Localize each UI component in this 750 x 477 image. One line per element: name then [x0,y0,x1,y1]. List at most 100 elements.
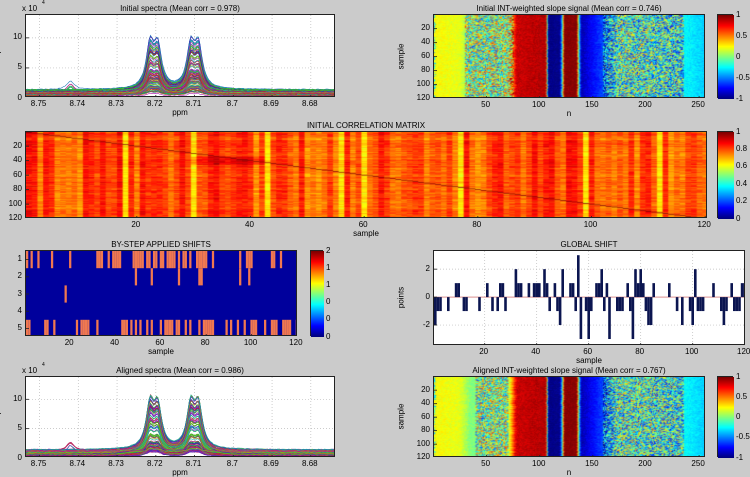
shift-cell [121,319,124,335]
spectrum-line [26,50,334,93]
shift-bar [590,297,593,312]
shift-cell [37,251,40,269]
shift-cell [175,319,178,335]
shift-cell [166,319,169,335]
shift-cell [202,251,206,269]
shift-cell [177,319,181,335]
x-tick-label: 20 [479,347,489,356]
colorbar-tick-label: -0.5 [736,432,750,442]
y-tick-label: 0 [425,291,430,301]
spectra-axes [25,376,335,457]
shift-bar [558,297,562,326]
spectrum-line [26,89,334,95]
y-tick-label: 100 [416,79,430,89]
x-tick-label: 60 [583,347,593,356]
x-tick-label: 8.69 [263,459,279,468]
x-tick-label: 8.71 [185,99,202,108]
colorbar [310,250,324,337]
shift-bar [514,269,518,298]
x-tick-label: 60 [155,338,165,347]
y-tick-label: 5 [17,423,22,433]
colorbar-tick-label: 1 [736,371,741,381]
y-exponent-label: x 10 [22,4,38,13]
shift-bar [668,283,671,298]
heatmap-axes [433,14,705,98]
y-tick-label: 20 [13,140,22,150]
shift-cell [46,319,49,335]
shift-bar [701,297,705,312]
colorbar-tick-label: 0 [326,297,331,307]
plot-title: GLOBAL SHIFT [560,240,618,249]
y-exponent-power: 4 [42,0,45,6]
x-tick-label: 50 [481,100,491,109]
tick-marks [26,259,252,335]
shift-cell [159,319,162,335]
x-tick-label: 20 [64,338,74,347]
x-axis-label: sample [576,356,602,365]
x-tick-label: 8.73 [108,99,124,108]
y-tick-label: 40 [13,155,22,165]
plot-area [26,15,334,96]
y-tick-label: 5 [17,62,22,72]
shift-bar [577,255,580,298]
colorbar-tick-label: 0.5 [736,30,748,40]
shift-cell [150,319,153,335]
colorbar-tick-label: -1 [736,93,744,103]
y-tick-label: 2 [425,263,430,273]
shift-bar [618,297,622,312]
x-tick-label: 8.74 [69,459,86,468]
y-tick-label: -2 [422,319,430,329]
plot-title: BY-STEP APPLIED SHIFTS [111,240,211,249]
x-tick-label: 8.72 [147,459,163,468]
y-tick-label: 120 [8,213,22,223]
shift-cell [282,319,285,335]
shift-bar [519,283,523,298]
shift-cell [137,251,140,269]
y-tick-label: 40 [421,37,430,47]
shift-cell [239,251,242,269]
shift-bar [457,283,460,298]
shift-cell [248,251,251,269]
shift-bar [569,283,572,298]
shift-bar [696,297,700,312]
y-axis-label: points [396,286,406,309]
shift-cell [250,319,253,335]
shift-bar [642,283,645,298]
shift-cell [64,285,67,303]
shift-bar [553,283,557,298]
plot-title: INITIAL CORRELATION MATRIX [306,121,426,130]
heatmap-image [434,377,704,456]
spectrum-line [26,45,334,91]
x-tick-label: 80 [635,347,645,356]
shift-cell [211,319,215,335]
shift-bar [556,297,559,312]
shift-bar [720,297,723,312]
shift-cell [171,251,174,269]
x-tick-label: 120 [289,338,303,347]
shift-cell [171,319,174,335]
shift-bar [712,283,715,298]
x-axis-label: sample [353,229,379,238]
shift-bar [603,297,606,312]
shift-bar [608,297,611,340]
x-tick-label: 8.71 [185,459,202,468]
x-tick-label: 8.69 [263,99,279,108]
shift-bar [543,269,546,298]
colorbar [717,376,734,458]
colorbar-tick-label: 0.2 [736,196,748,206]
x-tick-label: 120 [737,347,750,356]
x-tick-label: 80 [200,338,210,347]
shift-bar [574,297,577,312]
shift-cell [146,251,149,269]
shift-cell [275,319,278,335]
shift-cell [236,319,240,335]
x-tick-label: 120 [697,220,711,229]
shift-bar [616,297,619,312]
x-tick-label: 40 [110,338,119,347]
shift-cell [250,251,253,269]
spectrum-line [26,449,334,456]
shift-bar [699,297,702,312]
y-axis-label: sample [0,404,2,430]
y-tick-label: 10 [13,32,22,42]
x-tick-label: 8.74 [69,99,86,108]
